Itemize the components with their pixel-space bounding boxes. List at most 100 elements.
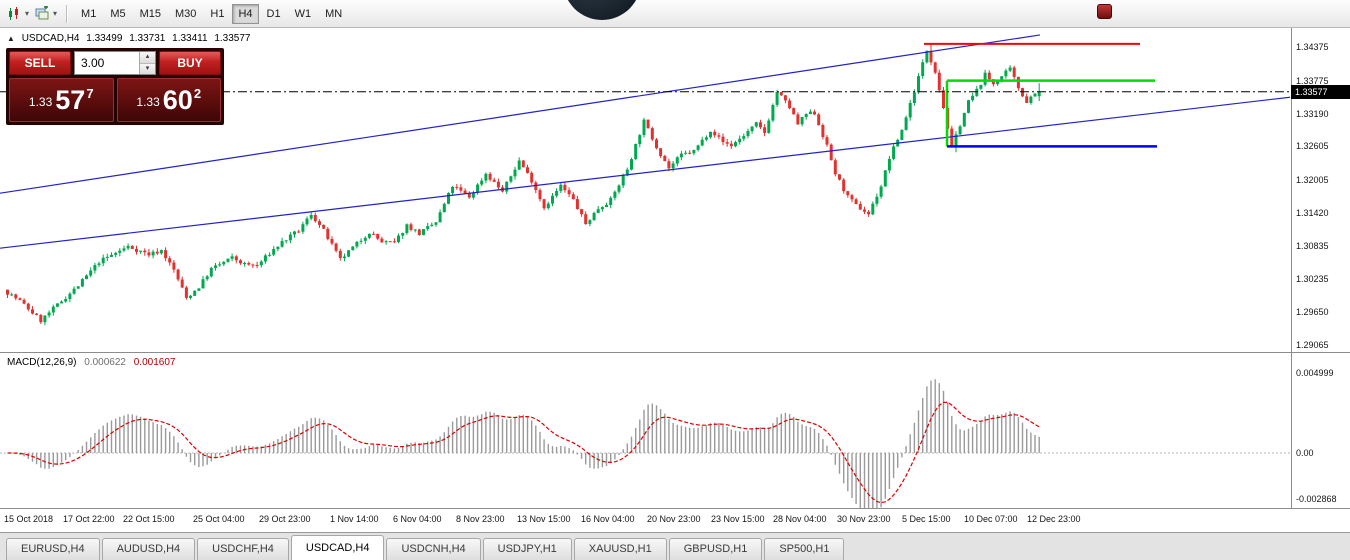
buy-button[interactable]: BUY — [159, 51, 221, 75]
macd-axis-label: 0.00 — [1296, 448, 1314, 458]
price-axis-label: 1.30235 — [1296, 274, 1329, 285]
time-axis-label: 6 Nov 04:00 — [393, 514, 442, 524]
macd-histogram — [11, 379, 1040, 509]
macd-header: MACD(12,26,9) 0.000622 0.001607 — [7, 357, 175, 368]
trend-channel-upper-line[interactable] — [0, 34, 1041, 194]
time-axis-label: 8 Nov 23:00 — [456, 514, 505, 524]
time-axis-label: 13 Nov 15:00 — [517, 514, 571, 524]
chart-type-icon[interactable] — [4, 4, 24, 24]
record-icon[interactable] — [1097, 4, 1112, 19]
macd-axis-label: 0.004999 — [1296, 368, 1334, 379]
timeframe-button-h1[interactable]: H1 — [210, 7, 225, 20]
candlesticks-layer — [6, 50, 1041, 323]
price-axis-label: 1.31420 — [1296, 207, 1329, 218]
price-axis[interactable]: 1.34375 1.33775 1.33190 1.32605 1.32005 1.314… — [1291, 28, 1350, 352]
time-axis-label: 15 Oct 2018 — [4, 514, 54, 524]
indicators-icon[interactable] — [32, 4, 52, 24]
chart-tab-xauusd[interactable]: XAUUSD,H1 — [573, 538, 667, 560]
price-axis-label: 1.29650 — [1296, 307, 1329, 318]
timeframe-button-m5[interactable]: M5 — [110, 7, 126, 20]
time-axis-label: 22 Oct 15:00 — [123, 514, 175, 524]
sell-price-display[interactable]: 1.33 57 7 — [9, 78, 114, 122]
volume-spin-buttons[interactable]: ▴ ▾ — [139, 52, 155, 74]
candlestick-chart[interactable] — [0, 28, 1291, 352]
macd-label: MACD(12,26,9) — [7, 357, 77, 368]
chart-tab-usdcad[interactable]: USDCAD,H4 — [290, 535, 385, 560]
time-axis-label: 20 Nov 23:00 — [647, 514, 701, 524]
candlestick-chart-icon — [9, 6, 18, 20]
chart-tab-audusd[interactable]: AUDUSD,H4 — [101, 538, 196, 560]
macd-signal-line — [7, 401, 1040, 504]
time-axis-label: 12 Dec 23:00 — [1027, 514, 1081, 524]
macd-chart[interactable] — [0, 353, 1291, 509]
timeframe-button-d1[interactable]: D1 — [266, 7, 281, 20]
time-axis-label: 5 Dec 15:00 — [902, 514, 951, 524]
price-axis-label: 1.30835 — [1296, 240, 1329, 251]
chart-tab-eurusd[interactable]: EURUSD,H4 — [6, 538, 100, 560]
macd-signal-value: 0.001607 — [133, 357, 176, 368]
spin-down-icon[interactable]: ▾ — [140, 63, 155, 74]
time-axis-label: 29 Oct 23:00 — [259, 514, 311, 524]
current-price-tag: 1.33577 — [1291, 84, 1350, 99]
one-click-trading-panel: SELL 3.00 ▴ ▾ BUY 1.33 57 7 1.33 — [6, 48, 224, 125]
bar-close: 1.33577 — [214, 33, 251, 44]
chart-ohlc-header: ▲ USDCAD,H4 1.33499 1.33731 1.33411 1.33… — [7, 33, 255, 44]
bar-high: 1.33731 — [129, 33, 166, 44]
price-chart-panel: ▲ USDCAD,H4 1.33499 1.33731 1.33411 1.33… — [0, 28, 1350, 352]
buy-price-display[interactable]: 1.33 60 2 — [116, 78, 221, 122]
sell-price-pip: 7 — [86, 85, 94, 101]
price-axis-label: 1.34375 — [1296, 42, 1329, 52]
chart-tab-usdjpy[interactable]: USDJPY,H1 — [482, 538, 572, 560]
sell-button[interactable]: SELL — [9, 51, 71, 75]
bar-open: 1.33499 — [86, 33, 123, 44]
buy-price-main: 60 — [162, 84, 193, 115]
timeframe-button-w1[interactable]: W1 — [294, 7, 312, 20]
time-axis-label: 1 Nov 14:00 — [330, 514, 379, 524]
time-axis-label: 25 Oct 04:00 — [193, 514, 245, 524]
timeframe-button-group: M1 M5 M15 M30 H1 H4 D1 W1 MN — [74, 3, 349, 24]
sell-price-prefix: 1.33 — [28, 95, 53, 109]
toolbar-separator — [66, 4, 68, 23]
time-axis-label: 30 Nov 23:00 — [837, 514, 891, 524]
indicator-layers-icon — [35, 5, 49, 19]
time-axis-label: 28 Nov 04:00 — [773, 514, 827, 524]
time-axis[interactable]: 15 Oct 2018 17 Oct 22:00 22 Oct 15:00 25 Oc… — [0, 508, 1350, 532]
indicators-caret-icon[interactable]: ▾ — [53, 9, 58, 18]
timeframe-button-m1[interactable]: M1 — [81, 7, 97, 20]
timeframe-button-mn[interactable]: MN — [325, 7, 343, 20]
macd-value: 0.000622 — [84, 357, 126, 368]
sell-price-main: 57 — [55, 84, 86, 115]
price-axis-label: 1.33190 — [1296, 108, 1329, 119]
collapse-trade-panel-icon[interactable]: ▲ — [7, 34, 15, 43]
time-axis-label: 10 Dec 07:00 — [964, 514, 1018, 524]
price-axis-label: 1.29065 — [1296, 339, 1329, 350]
toolbar: ▾ ▾ M1 M5 M15 M30 H1 H4 D1 W1 MN — [0, 0, 1350, 28]
chart-tab-gbpusd[interactable]: GBPUSD,H1 — [668, 538, 763, 560]
chart-tab-usdcnh[interactable]: USDCNH,H4 — [386, 538, 481, 560]
chart-type-caret-icon[interactable]: ▾ — [25, 9, 30, 18]
timeframe-button-m15[interactable]: M15 — [139, 7, 161, 20]
chart-tab-sp500[interactable]: SP500,H1 — [764, 538, 845, 560]
price-axis-label: 1.32605 — [1296, 141, 1329, 152]
timeframe-button-m30[interactable]: M30 — [175, 7, 197, 20]
time-axis-label: 17 Oct 22:00 — [63, 514, 115, 524]
price-axis-label: 1.32005 — [1296, 175, 1329, 185]
time-axis-label: 16 Nov 04:00 — [581, 514, 635, 524]
buy-price-prefix: 1.33 — [136, 95, 160, 109]
chart-tab-usdchf[interactable]: USDCHF,H4 — [197, 538, 289, 560]
volume-value: 3.00 — [81, 56, 105, 70]
volume-spinner[interactable]: 3.00 ▴ ▾ — [74, 51, 156, 75]
trend-channel-lower-line[interactable] — [0, 96, 1291, 249]
timeframe-button-h4[interactable]: H4 — [232, 3, 259, 24]
spin-up-icon[interactable]: ▴ — [140, 52, 155, 64]
price-axis-label: 1.33775 — [1296, 75, 1329, 86]
macd-axis-label: -0.002868 — [1296, 493, 1337, 504]
time-axis-label: 23 Nov 15:00 — [711, 514, 765, 524]
chart-tab-bar: EURUSD,H4 AUDUSD,H4 USDCHF,H4 USDCAD,H4 USDC… — [0, 532, 1350, 560]
chart-symbol: USDCAD,H4 — [21, 33, 80, 44]
buy-price-pip: 2 — [193, 85, 202, 101]
bar-low: 1.33411 — [172, 33, 208, 44]
macd-panel: MACD(12,26,9) 0.000622 0.001607 0.004999… — [0, 352, 1350, 509]
macd-axis: 0.004999 0.00 -0.002868 — [1291, 353, 1350, 509]
